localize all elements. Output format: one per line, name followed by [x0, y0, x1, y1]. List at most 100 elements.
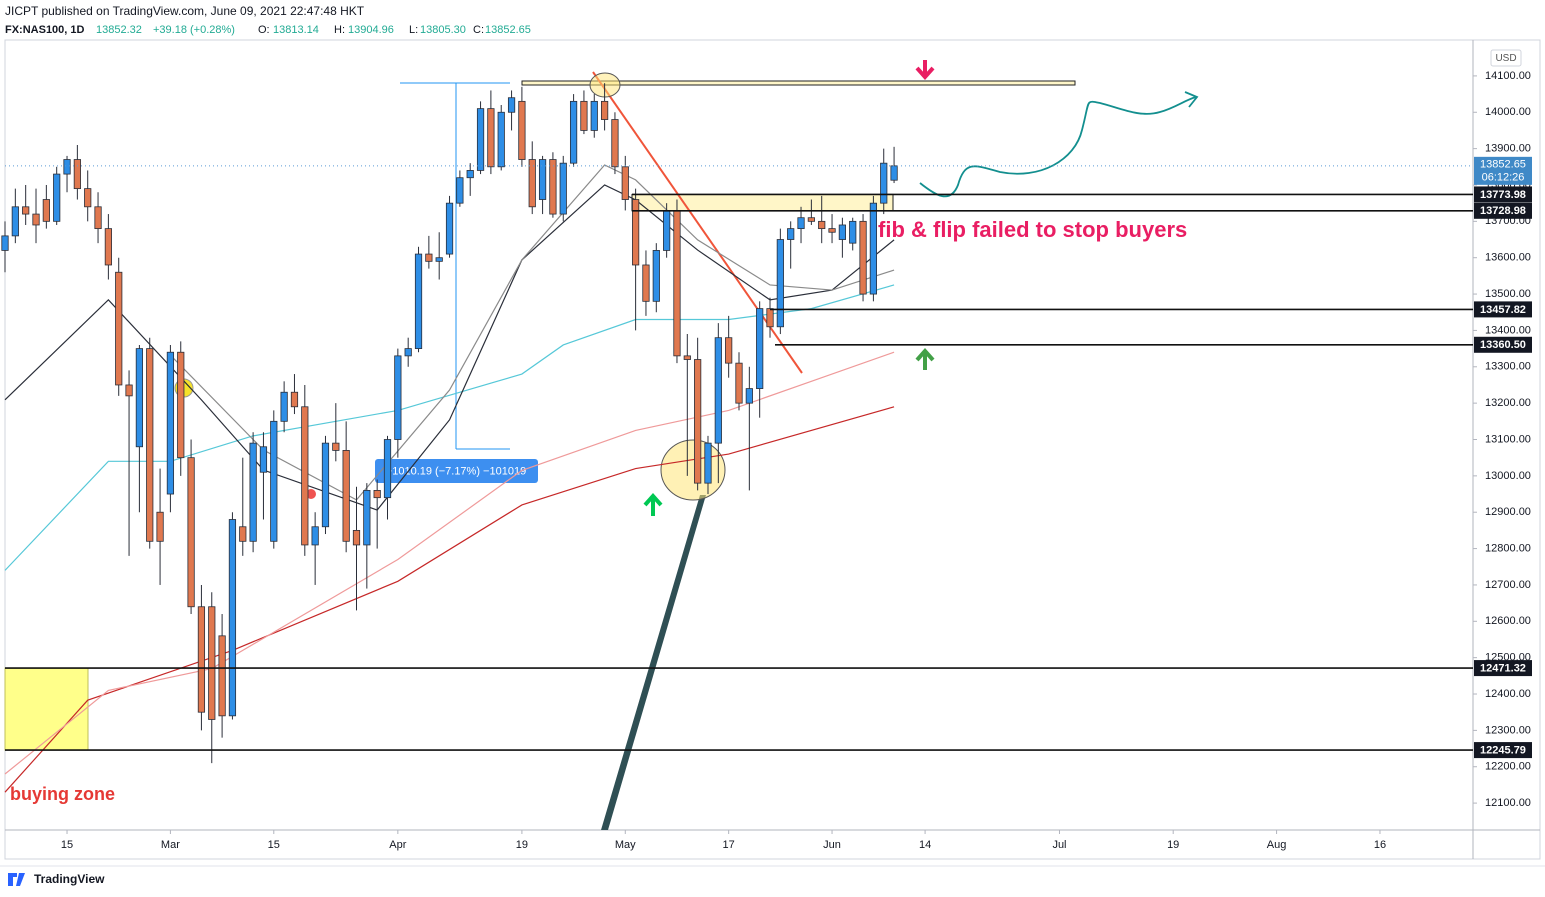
candle-body: [197, 606, 206, 713]
candle-body: [352, 529, 361, 546]
candle-body: [745, 388, 753, 404]
y-tick-label: 12900.00: [1485, 506, 1531, 518]
candle-body: [177, 351, 185, 459]
candle-body: [280, 391, 288, 422]
level-tag: [1474, 336, 1532, 353]
candle-body: [22, 206, 30, 215]
last-price-tag: [1474, 156, 1532, 185]
arrow-down: [915, 60, 935, 81]
candle-body: [507, 97, 516, 113]
y-tick-label: 14100.00: [1485, 70, 1531, 82]
level-label: 12245.79: [1480, 744, 1526, 756]
level-label: 12471.32: [1480, 662, 1526, 674]
candle-body: [259, 446, 268, 473]
candle-body: [228, 519, 237, 717]
candle-body: [290, 391, 299, 408]
x-tick-label: Aug: [1267, 839, 1287, 851]
candle-body: [590, 100, 598, 131]
candle-body: [63, 159, 71, 175]
candle-body: [166, 351, 175, 495]
arrow-up-1: [915, 347, 935, 370]
level-label: 13360.50: [1480, 339, 1526, 351]
candle-body: [828, 228, 836, 233]
candle-body: [735, 362, 743, 404]
y-tick-label: 13400.00: [1485, 324, 1531, 336]
level-label: 13457.82: [1480, 304, 1526, 316]
candle-body: [673, 210, 681, 357]
x-tick-label: Mar: [161, 839, 180, 851]
candle-body: [218, 635, 226, 717]
level-label: 13728.98: [1480, 205, 1526, 217]
measure-lines: [400, 82, 510, 450]
wedge-line: [601, 495, 706, 830]
candle-body: [187, 457, 195, 608]
x-tick-label: 14: [919, 839, 931, 851]
moving-average: [4, 406, 895, 793]
candle-body: [756, 308, 764, 389]
forecast-curve: [919, 91, 1199, 198]
level-label: 13773.98: [1480, 189, 1526, 201]
y-tick-label: 13200.00: [1485, 397, 1531, 409]
publish-info: JICPT published on TradingView.com, June…: [5, 4, 365, 18]
brand[interactable]: TradingView: [34, 872, 105, 886]
o-label: O:: [258, 24, 270, 36]
y-tick-label: 12200.00: [1485, 761, 1531, 773]
candle-body: [714, 337, 722, 444]
candle-body: [394, 355, 402, 440]
candle-body: [53, 173, 61, 222]
symbol: FX:NAS100, 1D: [5, 24, 85, 36]
y-tick-label: 14000.00: [1485, 106, 1531, 118]
candle-body: [869, 202, 877, 295]
candle-body: [42, 199, 50, 222]
candle-body: [818, 220, 826, 230]
candle-body: [445, 202, 454, 255]
x-tick-label: 19: [516, 839, 528, 851]
flip-box: [631, 193, 894, 212]
frame: [4, 39, 1541, 860]
candle-body: [632, 199, 640, 266]
candle-body: [652, 250, 660, 302]
candle-body: [301, 406, 309, 546]
h-value: 13904.96: [348, 24, 394, 36]
candle-body: [787, 228, 795, 240]
candle-body: [466, 170, 474, 179]
logo: [8, 873, 25, 886]
plot-area: 12100.0012200.0012300.0012400.0012500.00…: [1, 60, 1532, 851]
last-price-label: 13852.65: [1480, 159, 1526, 171]
candle-body: [73, 159, 81, 190]
x-tick-label: 19: [1167, 839, 1179, 851]
candle-body: [849, 220, 857, 244]
candle-body: [156, 511, 164, 542]
candle-body: [208, 606, 216, 720]
y-tick-label: 13000.00: [1485, 470, 1531, 482]
circle-low: [660, 439, 726, 501]
candle-body: [580, 100, 588, 131]
x-tick-label: Jun: [823, 839, 841, 851]
candle-body: [84, 188, 92, 208]
candle-body: [538, 159, 547, 200]
candle-body: [94, 206, 102, 230]
candle-body: [373, 490, 381, 499]
candle-body: [456, 177, 464, 204]
candle-body: [404, 348, 412, 357]
y-tick-label: 13500.00: [1485, 288, 1531, 300]
candle-body: [311, 526, 319, 546]
drawings: −1010.19 (−7.17%) −101019 fib & flip fail…: [4, 60, 1199, 830]
l-value: 13805.30: [420, 24, 466, 36]
level-tag: [1474, 186, 1532, 203]
candle-body: [838, 224, 846, 240]
y-tick-label: 12300.00: [1485, 724, 1531, 736]
level-tag: [1474, 660, 1532, 677]
candle-body: [342, 450, 350, 542]
dot-red: [306, 489, 316, 499]
y-tick-label: 12400.00: [1485, 688, 1531, 700]
x-tick-label: May: [615, 839, 636, 851]
candle-body: [435, 257, 443, 262]
candle-body: [135, 348, 143, 448]
candle-body: [518, 100, 526, 160]
candle-body: [487, 108, 495, 168]
candle-body: [32, 213, 40, 226]
measure-label: −1010.19 (−7.17%) −101019: [386, 465, 526, 477]
y-tick-label: 13300.00: [1485, 361, 1531, 373]
